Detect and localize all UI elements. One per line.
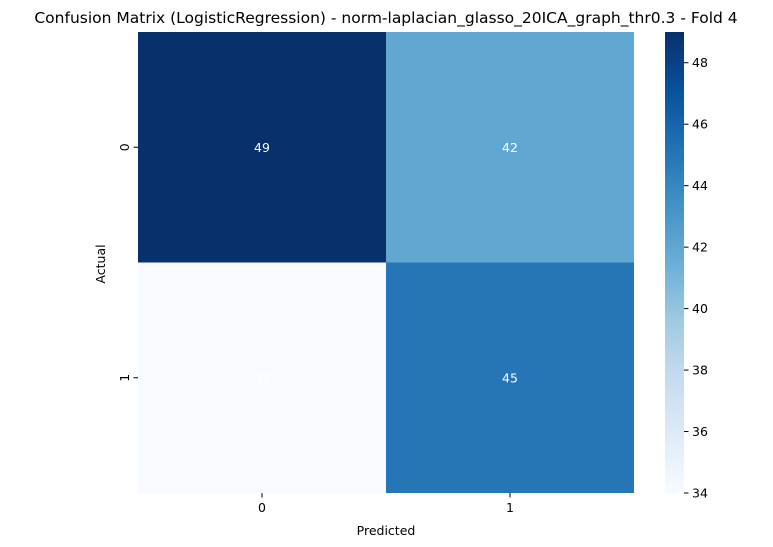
colorbar-tick-label: 40 (692, 301, 708, 316)
heatmap-cell (386, 32, 634, 263)
colorbar-tick-label: 34 (692, 486, 708, 501)
y-tick-label: 1 (117, 374, 132, 382)
y-axis-label: Actual (93, 244, 108, 283)
chart-title: Confusion Matrix (LogisticRegression) - … (34, 9, 737, 28)
cell-value-label: 49 (254, 140, 270, 155)
colorbar-tick-label: 36 (692, 424, 708, 439)
heatmap-cell (138, 262, 386, 493)
x-axis-label: Predicted (357, 523, 416, 538)
colorbar-tick-label: 48 (692, 55, 708, 70)
heatmap-cells: 49 42 34 45 (138, 32, 634, 493)
heatmap-cell (386, 262, 634, 493)
colorbar-tick-label: 42 (692, 240, 708, 255)
y-axis-ticks: 01 (117, 143, 138, 382)
x-tick-label: 0 (258, 500, 266, 515)
colorbar-tick-label: 38 (692, 363, 708, 378)
heatmap-cell (138, 32, 386, 263)
colorbar-ticks: 34 36 38 40 42 44 46 48 (684, 55, 708, 501)
colorbar (665, 32, 684, 493)
x-tick-label: 1 (506, 500, 514, 515)
colorbar-tick-label: 46 (692, 117, 708, 132)
cell-value-label: 42 (502, 140, 518, 155)
cell-value-label: 34 (254, 370, 270, 385)
colorbar-tick-label: 44 (692, 178, 708, 193)
y-tick-label: 0 (117, 143, 132, 151)
cell-value-label: 45 (502, 370, 518, 385)
